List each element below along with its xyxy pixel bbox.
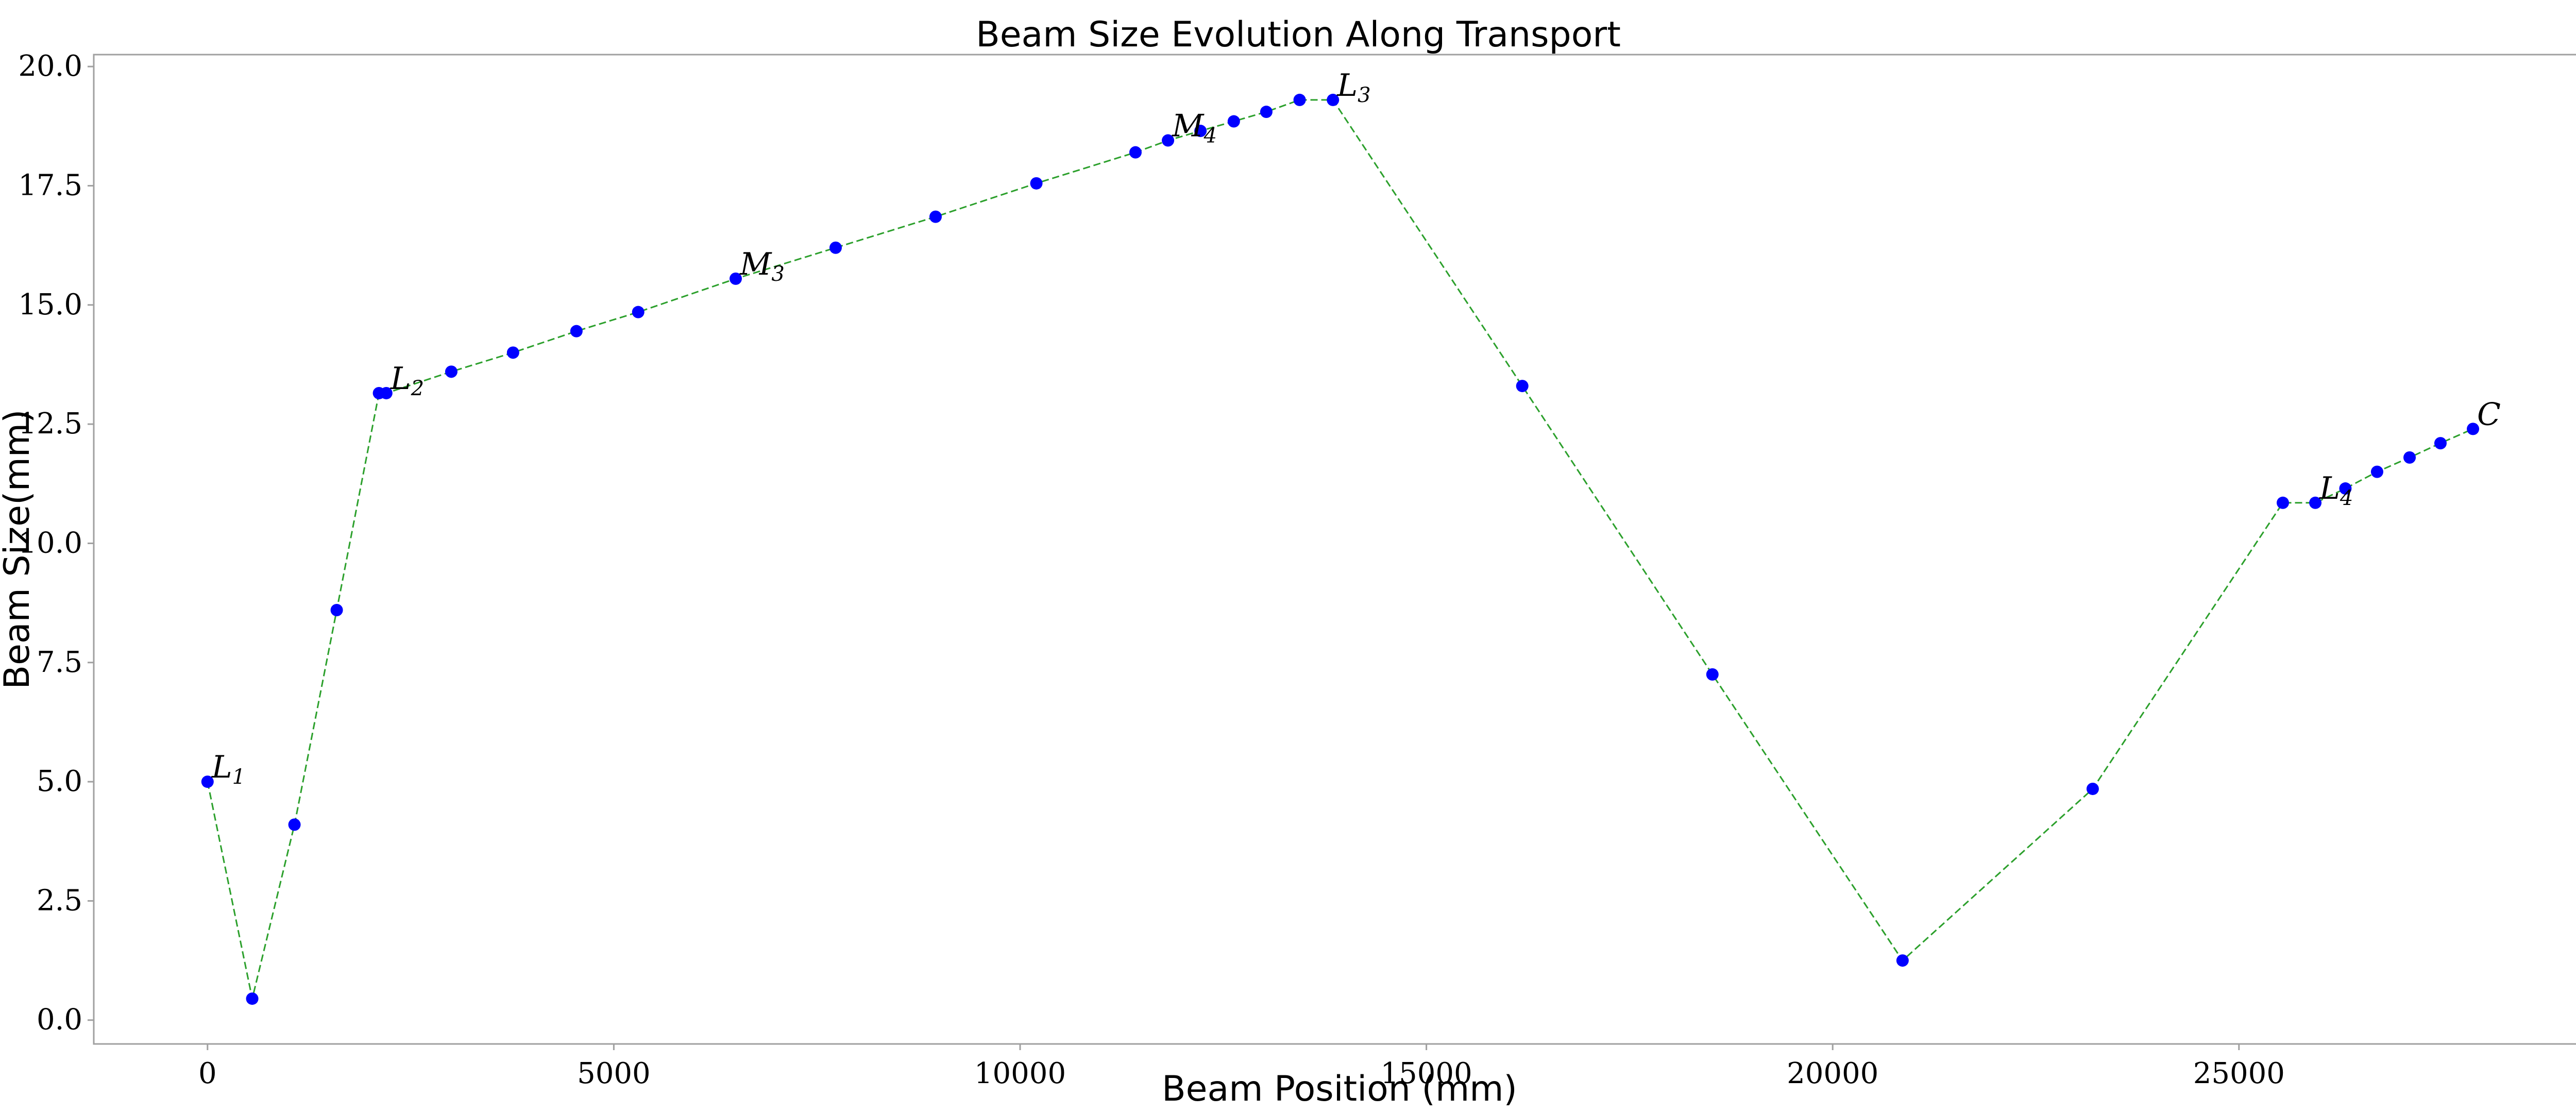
y-tick-label: 7.5 bbox=[37, 646, 82, 679]
annotation-subscript: 1 bbox=[232, 765, 245, 789]
data-point bbox=[2370, 465, 2383, 478]
data-point bbox=[632, 306, 645, 318]
point-annotation: L2 bbox=[390, 361, 424, 400]
point-annotation: L1 bbox=[211, 749, 245, 789]
y-tick-label: 20.0 bbox=[18, 49, 82, 83]
data-point bbox=[330, 603, 343, 616]
annotation-layer: L1 L2 M3 M4 L3 L4 C bbox=[211, 68, 2501, 789]
point-annotation: L3 bbox=[1336, 68, 1370, 107]
y-axis-ticks: 0.0 2.5 5.0 7.5 10.0 12.5 15.0 17.5 20.0 bbox=[18, 49, 94, 1037]
data-point bbox=[1706, 668, 1719, 681]
point-annotation: L4 bbox=[2319, 470, 2353, 510]
series-line bbox=[207, 99, 2473, 999]
y-tick-label: 12.5 bbox=[18, 407, 82, 441]
data-point bbox=[570, 325, 583, 338]
data-point bbox=[2403, 451, 2416, 464]
x-tick-label: 25000 bbox=[2193, 1057, 2285, 1090]
data-point bbox=[1896, 954, 1909, 967]
x-axis-ticks: 0 5000 10000 15000 20000 25000 bbox=[198, 1044, 2285, 1090]
y-tick-label: 5.0 bbox=[37, 765, 82, 798]
data-point bbox=[380, 386, 393, 399]
data-point bbox=[2276, 496, 2289, 509]
data-point bbox=[445, 365, 457, 378]
y-axis-label: Beam Size(mm) bbox=[0, 409, 38, 689]
data-point bbox=[1194, 125, 1207, 138]
x-tick-label: 10000 bbox=[974, 1057, 1066, 1090]
data-point bbox=[1227, 115, 1240, 128]
data-point bbox=[2467, 423, 2480, 435]
data-point bbox=[2086, 782, 2099, 795]
data-point bbox=[729, 272, 742, 285]
y-tick-label: 0.0 bbox=[37, 1003, 82, 1037]
series-layer bbox=[201, 93, 2480, 1005]
x-tick-label: 5000 bbox=[577, 1057, 651, 1090]
y-tick-label: 2.5 bbox=[37, 884, 82, 917]
data-point bbox=[1260, 106, 1273, 119]
annotation-subscript: 3 bbox=[771, 262, 784, 286]
data-point bbox=[929, 210, 942, 223]
x-tick-label: 20000 bbox=[1787, 1057, 1878, 1090]
x-axis-label: Beam Position (mm) bbox=[1162, 1069, 1517, 1109]
data-point bbox=[2434, 437, 2447, 450]
data-point bbox=[829, 241, 842, 254]
data-point bbox=[1327, 93, 1340, 106]
data-point bbox=[1293, 93, 1306, 106]
x-tick-label: 0 bbox=[198, 1057, 217, 1090]
annotation-subscript: 4 bbox=[2340, 486, 2353, 510]
data-point bbox=[1129, 146, 1142, 159]
annotation-subscript: 2 bbox=[411, 377, 424, 400]
plot-frame bbox=[93, 54, 2576, 1045]
y-tick-label: 15.0 bbox=[18, 288, 82, 322]
data-point bbox=[246, 992, 259, 1005]
data-point bbox=[288, 818, 301, 831]
point-annotation: M4 bbox=[1172, 108, 1217, 148]
annotation-subscript: 4 bbox=[1203, 124, 1216, 148]
point-annotation: C bbox=[2477, 396, 2501, 432]
data-point bbox=[1516, 380, 1529, 393]
point-annotation: M3 bbox=[739, 246, 785, 286]
data-point bbox=[1162, 134, 1175, 147]
x-tick-label: 15000 bbox=[1381, 1057, 1472, 1090]
data-point bbox=[201, 775, 214, 788]
data-point bbox=[506, 346, 519, 359]
chart-title: Beam Size Evolution Along Transport bbox=[976, 14, 1621, 55]
y-tick-label: 10.0 bbox=[18, 526, 82, 560]
data-point bbox=[2309, 496, 2322, 509]
annotation-subscript: 3 bbox=[1358, 83, 1370, 107]
data-point bbox=[1030, 177, 1043, 190]
data-point bbox=[2339, 482, 2352, 495]
y-tick-label: 17.5 bbox=[18, 168, 82, 202]
